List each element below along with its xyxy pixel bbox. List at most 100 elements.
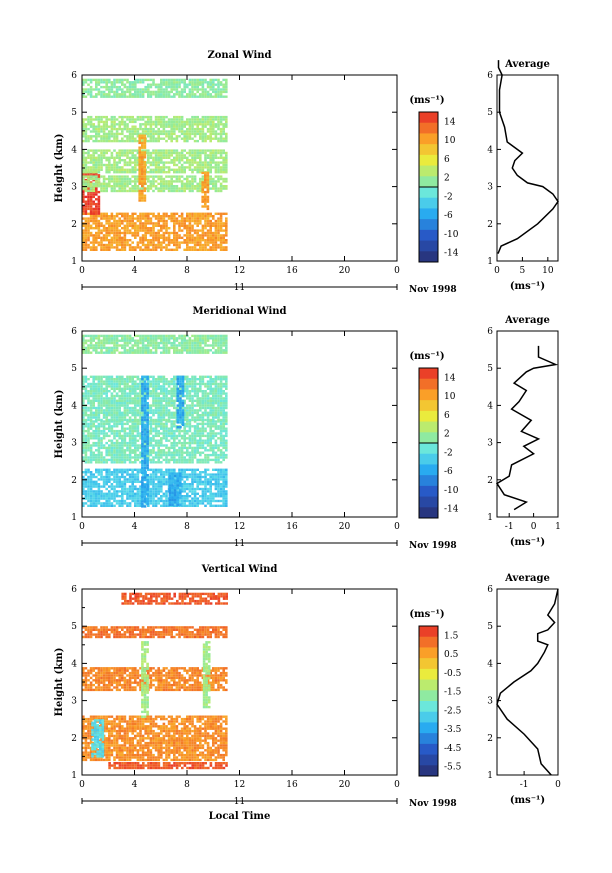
heatmap-cell <box>188 182 192 185</box>
heatmap-cell <box>222 95 225 98</box>
heatmap-cell <box>219 227 223 230</box>
heatmap-cell <box>139 485 142 488</box>
heatmap-cell <box>165 418 168 422</box>
heatmap-cell <box>89 473 93 476</box>
heatmap-cell <box>95 425 98 428</box>
heatmap-cell <box>149 441 153 445</box>
heatmap-cell <box>175 139 179 143</box>
heatmap-cell <box>170 83 173 86</box>
heatmap-cell <box>123 418 127 422</box>
heatmap-cell <box>186 239 189 242</box>
heatmap-cell <box>160 180 163 183</box>
heatmap-cell <box>108 78 111 82</box>
heatmap-cell <box>157 231 160 235</box>
heatmap-cell <box>201 414 205 417</box>
heatmap-cell <box>108 402 111 405</box>
heatmap-cell <box>123 182 127 185</box>
heatmap-cell <box>225 248 228 251</box>
heatmap-cell <box>196 224 199 227</box>
heatmap-cell <box>157 135 160 138</box>
heatmap-cell <box>121 456 124 459</box>
heatmap-cell <box>92 485 95 488</box>
heatmap-cell <box>183 425 186 428</box>
heatmap-cell <box>175 385 179 388</box>
heatmap-cell <box>110 222 114 225</box>
heatmap-cell <box>186 83 189 86</box>
heatmap-cell <box>84 217 88 220</box>
heatmap-cell <box>199 487 202 491</box>
heatmap-cell <box>170 416 173 419</box>
heatmap-cell <box>225 132 228 136</box>
heatmap-cell <box>149 163 153 167</box>
heatmap-cell <box>139 416 142 419</box>
heatmap-cell <box>105 390 108 393</box>
heatmap-cell <box>162 380 166 383</box>
heatmap-cell <box>209 149 212 152</box>
heatmap-cell <box>123 227 127 230</box>
heatmap-cell <box>131 175 134 178</box>
heatmap-cell <box>217 139 220 143</box>
heatmap-cell <box>105 217 108 220</box>
heatmap-cell <box>110 243 114 247</box>
heatmap-cell <box>139 437 142 440</box>
heatmap-cell <box>118 229 121 232</box>
heatmap-cell <box>149 137 153 140</box>
heatmap-cell <box>173 180 176 183</box>
heatmap-cell <box>131 497 134 500</box>
heatmap-cell <box>199 406 202 410</box>
heatmap-cell <box>89 471 93 474</box>
heatmap-cell <box>108 243 111 247</box>
heatmap-cell <box>92 416 95 419</box>
heatmap-cell <box>115 90 119 94</box>
heatmap-cell <box>113 473 116 476</box>
heatmap-cell <box>115 234 119 237</box>
heatmap-cell <box>82 243 85 247</box>
heatmap-cell <box>183 375 186 378</box>
heatmap-cell <box>84 159 88 162</box>
heatmap-cell <box>154 418 158 422</box>
heatmap-cell <box>165 222 168 225</box>
heatmap-cell <box>108 231 111 235</box>
heatmap-cell <box>193 449 197 452</box>
heatmap-cell <box>206 449 210 452</box>
heatmap-cell <box>212 234 215 237</box>
heatmap-cell <box>165 123 168 126</box>
heatmap-cell <box>147 189 150 193</box>
heatmap-cell <box>95 420 98 423</box>
heatmap-cell <box>204 231 207 235</box>
heatmap-cell <box>183 499 186 503</box>
heatmap-cell <box>191 93 194 96</box>
heatmap-cell <box>201 502 205 505</box>
heatmap-cell <box>95 385 98 388</box>
heatmap-cell <box>84 88 88 91</box>
heatmap-cell <box>196 392 199 395</box>
heatmap-cell <box>162 241 166 244</box>
heatmap-cell <box>89 81 93 84</box>
heatmap-cell <box>136 432 140 435</box>
heatmap-cell <box>108 130 111 133</box>
heatmap-cell <box>118 85 121 89</box>
heatmap-cell <box>84 78 88 82</box>
heatmap-cell <box>157 458 160 462</box>
heatmap-cell <box>212 231 215 235</box>
heatmap-cell <box>89 434 93 438</box>
heatmap-cell <box>154 139 158 143</box>
heatmap-cell <box>147 409 150 412</box>
heatmap-cell <box>154 85 158 89</box>
heatmap-cell <box>128 502 132 505</box>
heatmap-cell <box>136 487 140 491</box>
heatmap-cell <box>95 429 98 433</box>
heatmap-cell <box>144 78 147 82</box>
heatmap-cell <box>209 495 212 498</box>
heatmap-cell <box>199 446 202 450</box>
heatmap-cell <box>97 406 101 410</box>
heatmap-cell <box>173 130 176 133</box>
heatmap-cell <box>144 246 147 249</box>
heatmap-cell <box>193 492 197 495</box>
heatmap-cell <box>199 83 202 86</box>
heatmap-cell <box>196 473 199 476</box>
heatmap-cell <box>87 123 90 126</box>
heatmap-cell <box>214 187 218 190</box>
heatmap-cell <box>178 189 181 193</box>
heatmap-cell <box>157 451 160 454</box>
